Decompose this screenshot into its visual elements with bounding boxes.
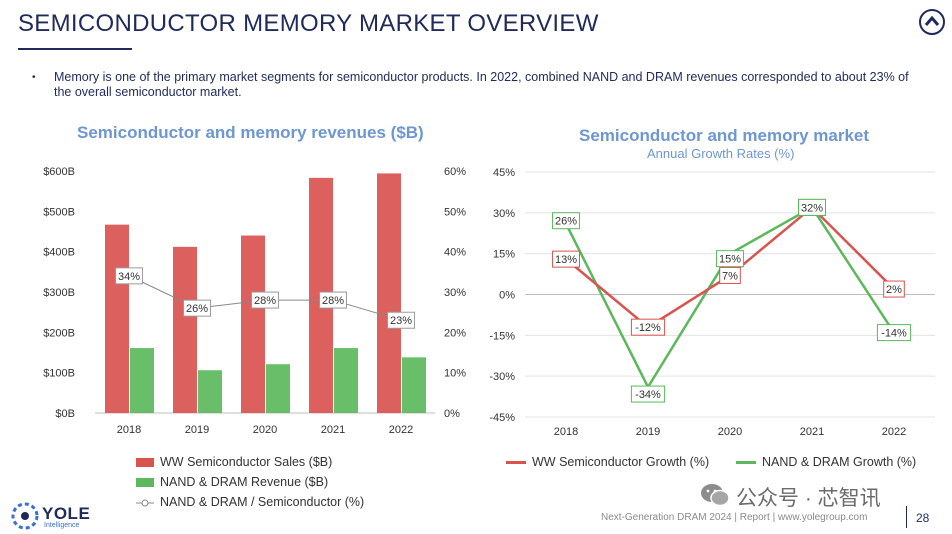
x-tick-label: 2021 bbox=[321, 424, 345, 436]
yole-logo-icon bbox=[11, 502, 39, 530]
legend-nand-growth: NAND & DRAM Growth (%) bbox=[736, 455, 916, 469]
ratio-label-2018-box bbox=[115, 267, 143, 285]
y-right-tick-label: 40% bbox=[444, 247, 466, 259]
page-separator bbox=[906, 506, 907, 528]
logo-text: YOLE bbox=[42, 504, 91, 523]
y-left-tick-label: $0B bbox=[55, 408, 75, 420]
bar-ww-semiconductor-2020 bbox=[241, 235, 265, 413]
legend-nand-dram-revenue-label: NAND & DRAM Revenue ($B) bbox=[160, 475, 329, 489]
y-left-tick-label: $300B bbox=[43, 287, 75, 299]
page-number: 28 bbox=[916, 511, 930, 525]
ratio-label-2018: 34% bbox=[118, 271, 140, 283]
ratio-label-2021-box bbox=[319, 291, 347, 309]
bullet-marker: • bbox=[32, 72, 36, 83]
page-title: SEMICONDUCTOR MEMORY MARKET OVERVIEW bbox=[18, 10, 599, 37]
legend-nand-growth-label: NAND & DRAM Growth (%) bbox=[762, 455, 917, 469]
x-tick-label: 2020 bbox=[253, 424, 277, 436]
y-right-tick-label: 60% bbox=[444, 166, 466, 178]
legend-ww-sales: WW Semiconductor Sales ($B) bbox=[136, 455, 332, 469]
x-tick-label: 2022 bbox=[389, 424, 413, 436]
y-right-tick-label: 50% bbox=[444, 206, 466, 218]
y-left-tick-label: $400B bbox=[43, 247, 75, 259]
ratio-label-2021: 28% bbox=[322, 295, 344, 307]
ratio-label-2020-box bbox=[251, 291, 279, 309]
ratio-label-2022: 23% bbox=[390, 315, 412, 327]
logo-subtext: Intelligence bbox=[44, 522, 80, 529]
y-right-tick-label: 20% bbox=[444, 327, 466, 339]
ratio-label-2019: 26% bbox=[186, 303, 208, 315]
legend-ratio: NAND & DRAM / Semiconductor (%) bbox=[136, 495, 364, 509]
bar-nand-dram-2022 bbox=[402, 357, 426, 413]
legend-ratio-label: NAND & DRAM / Semiconductor (%) bbox=[160, 495, 365, 509]
y-left-tick-label: $600B bbox=[43, 166, 75, 178]
collapse-icon[interactable] bbox=[918, 8, 946, 36]
bar-ww-semiconductor-2022 bbox=[377, 173, 401, 413]
ratio-label-2019-box bbox=[183, 299, 211, 317]
bar-nand-dram-2019 bbox=[198, 370, 222, 413]
y-left-tick-label: $100B bbox=[43, 368, 75, 380]
x-tick-label: 2019 bbox=[185, 424, 209, 436]
y-left-tick-label: $200B bbox=[43, 327, 75, 339]
legend-ww-sales-label: WW Semiconductor Sales ($B) bbox=[160, 455, 333, 469]
bar-ww-semiconductor-2018 bbox=[105, 224, 129, 413]
bar-nand-dram-2018 bbox=[130, 348, 154, 413]
wechat-icon bbox=[701, 484, 730, 507]
y-left-tick-label: $500B bbox=[43, 206, 75, 218]
report-footer[interactable]: Next-Generation DRAM 2024 | Report | www… bbox=[601, 512, 868, 523]
watermark-text: 公众号 · 芯智讯 bbox=[736, 487, 881, 510]
growth-chart-subtitle: Annual Growth Rates (%) bbox=[647, 146, 795, 161]
bar-ww-semiconductor-2019 bbox=[173, 246, 197, 413]
y-right-tick-label: 0% bbox=[444, 408, 460, 420]
revenue-chart-title: Semiconductor and memory revenues ($B) bbox=[77, 123, 424, 142]
legend-ww-growth-label: WW Semiconductor Growth (%) bbox=[532, 455, 710, 469]
legend-nand-dram-revenue: NAND & DRAM Revenue ($B) bbox=[136, 475, 328, 489]
bar-nand-dram-2020 bbox=[266, 364, 290, 413]
ratio-label-2022-box bbox=[387, 311, 415, 329]
y-right-tick-label: 30% bbox=[444, 287, 466, 299]
ratio-label-2020: 28% bbox=[254, 295, 276, 307]
growth-chart-title: Semiconductor and memory market bbox=[579, 126, 870, 145]
bar-nand-dram-2021 bbox=[334, 348, 358, 413]
x-tick-label: 2018 bbox=[117, 424, 141, 436]
legend-ww-growth: WW Semiconductor Growth (%) bbox=[506, 455, 709, 469]
intro-bullet: Memory is one of the primary market segm… bbox=[54, 70, 909, 99]
y-right-tick-label: 10% bbox=[444, 368, 466, 380]
title-underline bbox=[18, 48, 132, 50]
